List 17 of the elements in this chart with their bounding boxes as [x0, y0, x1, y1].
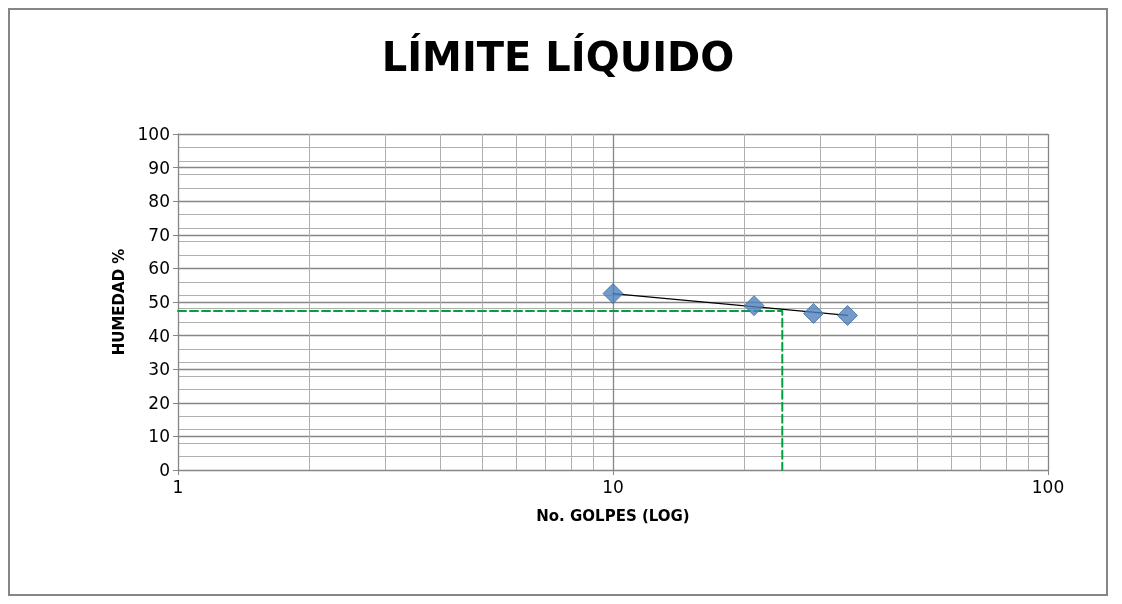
- y-tick-label: 100: [137, 124, 170, 144]
- y-tick-label: 0: [159, 460, 170, 480]
- y-tick-label: 60: [148, 258, 170, 279]
- chart-title: LÍMITE LÍQUIDO: [381, 33, 735, 80]
- y-tick-label: 70: [148, 224, 170, 245]
- x-tick-label: 1: [172, 476, 184, 497]
- y-tick-label: 40: [148, 325, 170, 346]
- y-tick-label: 50: [148, 292, 170, 312]
- y-tick-label: 10: [148, 426, 170, 447]
- y-tick-label: 20: [148, 392, 170, 413]
- x-tick-label: 10: [602, 476, 624, 497]
- y-tick-label: 90: [148, 157, 170, 178]
- y-tick-label: 30: [148, 359, 170, 380]
- y-axis-title: HUMEDAD %: [110, 248, 129, 356]
- x-axis-title: No. GOLPES (LOG): [536, 506, 690, 525]
- y-tick-label: 80: [148, 191, 170, 212]
- x-tick-label: 100: [1031, 476, 1065, 497]
